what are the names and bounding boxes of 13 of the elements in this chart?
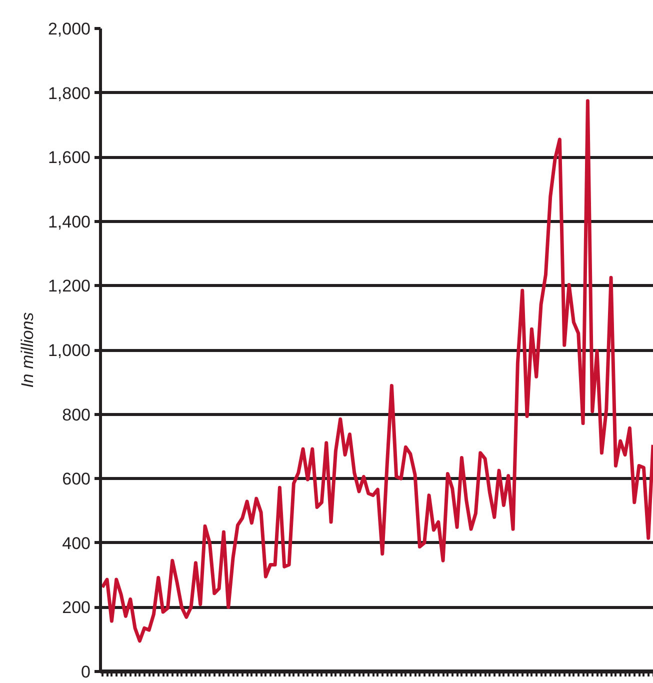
y-tick-label: 400 (62, 534, 91, 553)
y-tick-label: 1,000 (48, 341, 91, 360)
y-tick-label: 600 (62, 470, 91, 489)
y-tick-label: 800 (62, 405, 91, 424)
y-tick-label: 1,600 (48, 148, 91, 168)
y-tick-label: 200 (62, 598, 91, 618)
y-tick-label: 1,200 (48, 276, 91, 296)
y-tick-label: 2,000 (48, 20, 91, 38)
line-series (100, 99, 653, 643)
y-tick-label: 1,400 (48, 212, 91, 232)
y-tick-label: 1,800 (48, 84, 91, 103)
y-tick-label: 0 (81, 662, 91, 682)
y-axis-title: In millions (18, 312, 37, 388)
